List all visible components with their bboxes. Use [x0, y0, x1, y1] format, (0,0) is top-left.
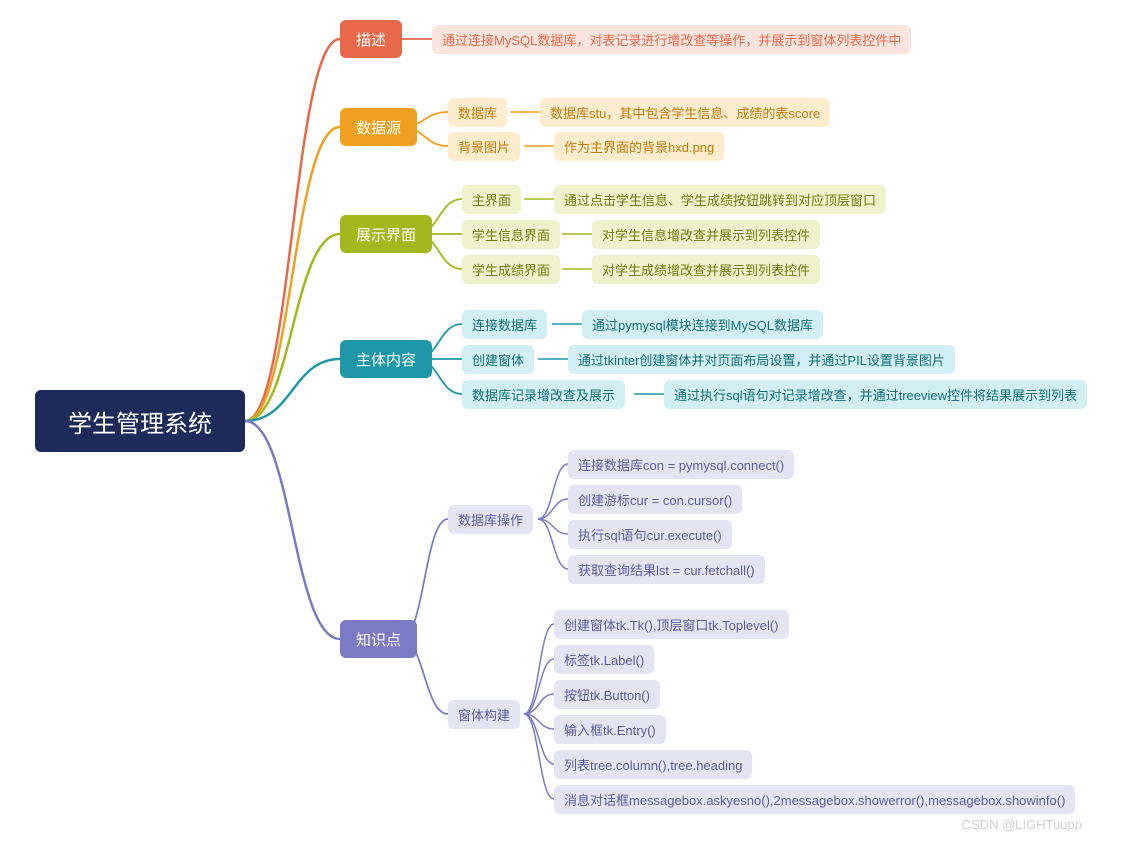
leaf-node: 数据库stu，其中包含学生信息、成绩的表score — [540, 98, 830, 127]
branch-know: 知识点 — [340, 620, 417, 658]
leaf-node: 输入框tk.Entry() — [554, 715, 666, 744]
leaf-node: 创建窗体tk.Tk(),顶层窗口tk.Toplevel() — [554, 610, 789, 639]
leaf-node: 消息对话框messagebox.askyesno(),2messagebox.s… — [554, 785, 1075, 814]
leaf-node: 标签tk.Label() — [554, 645, 654, 674]
leaf-node: 数据库操作 — [448, 505, 533, 534]
leaf-node: 学生成绩界面 — [462, 255, 560, 284]
branch-body: 主体内容 — [340, 340, 432, 378]
branch-src: 数据源 — [340, 108, 417, 146]
leaf-node: 执行sql语句cur.execute() — [568, 520, 732, 549]
leaf-node: 获取查询结果lst = cur.fetchall() — [568, 555, 765, 584]
leaf-node: 对学生信息增改查并展示到列表控件 — [592, 220, 820, 249]
leaf-node: 主界面 — [462, 185, 521, 214]
leaf-node: 创建游标cur = con.cursor() — [568, 485, 742, 514]
leaf-node: 通过点击学生信息、学生成绩按钮跳转到对应顶层窗口 — [554, 185, 886, 214]
leaf-node: 列表tree.column(),tree.heading — [554, 750, 752, 779]
leaf-node: 通过pymysql模块连接到MySQL数据库 — [582, 310, 823, 339]
leaf-node: 通过连接MySQL数据库，对表记录进行增改查等操作，并展示到窗体列表控件中 — [432, 25, 911, 54]
leaf-node: 创建窗体 — [462, 345, 534, 374]
watermark: CSDN @LIGHTuupp — [962, 817, 1082, 832]
branch-desc: 描述 — [340, 20, 402, 58]
leaf-node: 窗体构建 — [448, 700, 520, 729]
leaf-node: 通过执行sql语句对记录增改查，并通过treeview控件将结果展示到列表 — [664, 380, 1087, 409]
leaf-node: 对学生成绩增改查并展示到列表控件 — [592, 255, 820, 284]
leaf-node: 背景图片 — [448, 132, 520, 161]
leaf-node: 连接数据库 — [462, 310, 547, 339]
leaf-node: 按钮tk.Button() — [554, 680, 660, 709]
leaf-node: 作为主界面的背景hxd.png — [554, 132, 724, 161]
root-node: 学生管理系统 — [35, 390, 245, 452]
leaf-node: 数据库 — [448, 98, 507, 127]
leaf-node: 通过tkinter创建窗体并对页面布局设置，并通过PIL设置背景图片 — [568, 345, 955, 374]
leaf-node: 数据库记录增改查及展示 — [462, 380, 625, 409]
leaf-node: 连接数据库con = pymysql.connect() — [568, 450, 794, 479]
branch-ui: 展示界面 — [340, 215, 432, 253]
leaf-node: 学生信息界面 — [462, 220, 560, 249]
